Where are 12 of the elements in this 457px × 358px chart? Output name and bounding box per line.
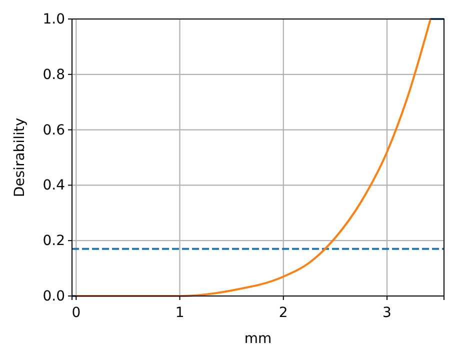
x-axis-title: mm [244,331,272,347]
x-tick-label: 0 [72,305,81,321]
y-tick-label: 0.6 [42,122,66,138]
x-tick-label: 3 [382,305,392,321]
y-axis-title: Desirability [12,118,28,198]
x-tick-label: 1 [175,305,184,321]
x-tick-label: 2 [278,305,288,321]
y-tick-label: 0.2 [42,233,65,250]
y-tick-label: 0.0 [42,288,65,304]
y-tick-label: 0.4 [42,178,66,194]
y-tick-label: 0.8 [42,66,65,83]
y-tick-label: 1.0 [42,11,65,28]
